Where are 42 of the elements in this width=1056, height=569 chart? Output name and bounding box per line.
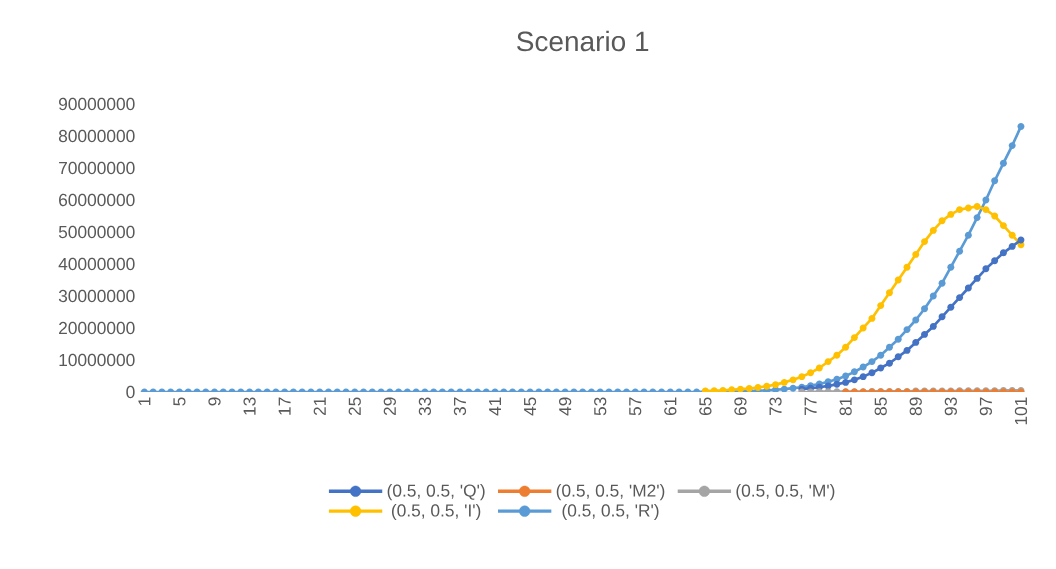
legend-label: (0.5, 0.5, 'M') (736, 483, 835, 501)
x-tick-label: 5 (173, 397, 186, 406)
x-tick-label: 77 (804, 397, 817, 416)
x-tick-label: 73 (769, 397, 782, 416)
y-tick-label: 60000000 (59, 193, 135, 207)
x-tick-label: 93 (944, 397, 957, 416)
x-tick-label: 49 (559, 397, 572, 416)
x-tick-label: 81 (839, 397, 852, 416)
x-tick-label: 45 (524, 397, 537, 416)
x-tick-label: 61 (664, 397, 677, 416)
x-tick-label: 1 (138, 397, 151, 406)
x-tick-label: 97 (979, 397, 993, 416)
y-tick-label: 30000000 (58, 289, 135, 303)
x-tick-label: 37 (453, 397, 467, 416)
legend-label: (0.5, 0.5, 'I') (391, 503, 481, 521)
y-tick-label: 80000000 (58, 129, 135, 143)
x-tick-label: 101 (1014, 397, 1028, 425)
legend-label: (0.5, 0.5, 'Q') (387, 483, 485, 501)
x-tick-label: 21 (313, 397, 326, 416)
x-tick-label: 85 (874, 397, 887, 416)
y-tick-label: 0 (126, 385, 135, 399)
legend-label: (0.5, 0.5, 'M2') (556, 483, 665, 501)
x-tick-label: 69 (734, 397, 747, 416)
x-tick-label: 17 (278, 397, 291, 415)
x-tick-label: 33 (418, 397, 432, 416)
y-tick-label: 70000000 (59, 161, 135, 175)
legend-label: (0.5, 0.5, 'R') (562, 503, 659, 521)
x-tick-label: 65 (699, 397, 712, 416)
y-tick-label: 40000000 (58, 257, 135, 271)
x-tick-label: 29 (383, 397, 396, 416)
y-tick-label: 20000000 (59, 321, 135, 335)
x-tick-label: 13 (243, 397, 256, 415)
y-tick-label: 90000000 (58, 97, 135, 111)
x-tick-label: 53 (594, 397, 607, 416)
chart-title: Scenario 1 (517, 30, 649, 52)
x-tick-label: 41 (489, 397, 501, 416)
x-tick-label: 57 (629, 397, 642, 416)
x-tick-label: 25 (348, 397, 361, 416)
y-tick-label: 50000000 (58, 225, 135, 239)
x-tick-label: 9 (208, 397, 221, 406)
x-tick-label: 89 (909, 397, 922, 416)
y-tick-label: 10000000 (59, 353, 135, 367)
